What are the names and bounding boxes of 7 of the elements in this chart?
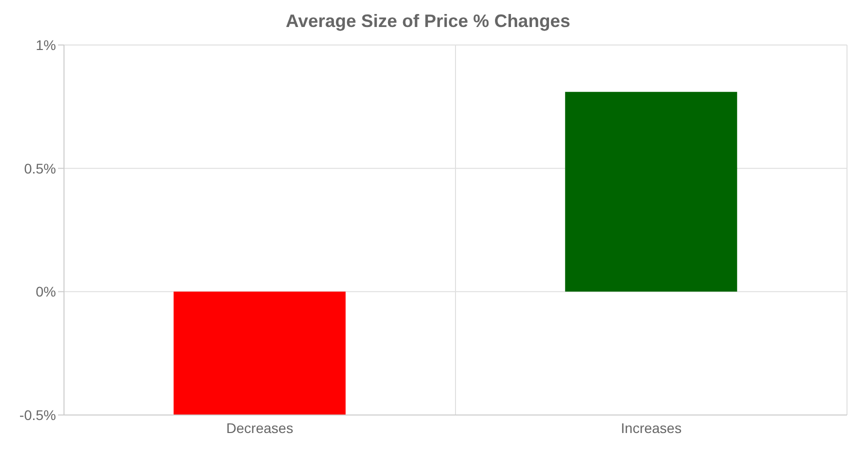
y-tick-label: 0%	[36, 284, 56, 300]
y-tick-label: -0.5%	[19, 406, 56, 423]
y-tick-label: 0.5%	[24, 160, 56, 176]
x-tick-label: Increases	[620, 420, 682, 436]
chart-title: Average Size of Price % Changes	[284, 10, 572, 33]
y-tick-label: 1%	[36, 36, 56, 53]
x-tick-label: Decreases	[226, 420, 294, 436]
